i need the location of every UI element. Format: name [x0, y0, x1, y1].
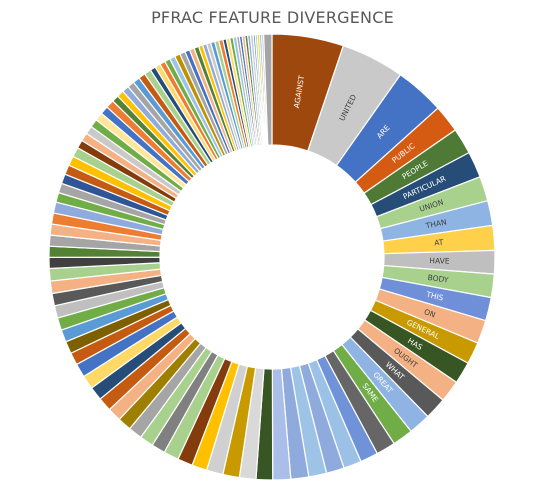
slices-group: [48, 33, 496, 481]
slice-label: HAVE: [429, 256, 450, 265]
donut-slice: [262, 33, 273, 146]
slice-label: BODY: [427, 273, 449, 285]
slice-label: THIS: [424, 290, 444, 303]
slice-label: ON: [423, 307, 437, 319]
slice-label: AT: [434, 238, 444, 248]
chart-title: PFRAC FEATURE DIVERGENCE: [151, 8, 394, 27]
slice-label: THAN: [424, 217, 447, 230]
